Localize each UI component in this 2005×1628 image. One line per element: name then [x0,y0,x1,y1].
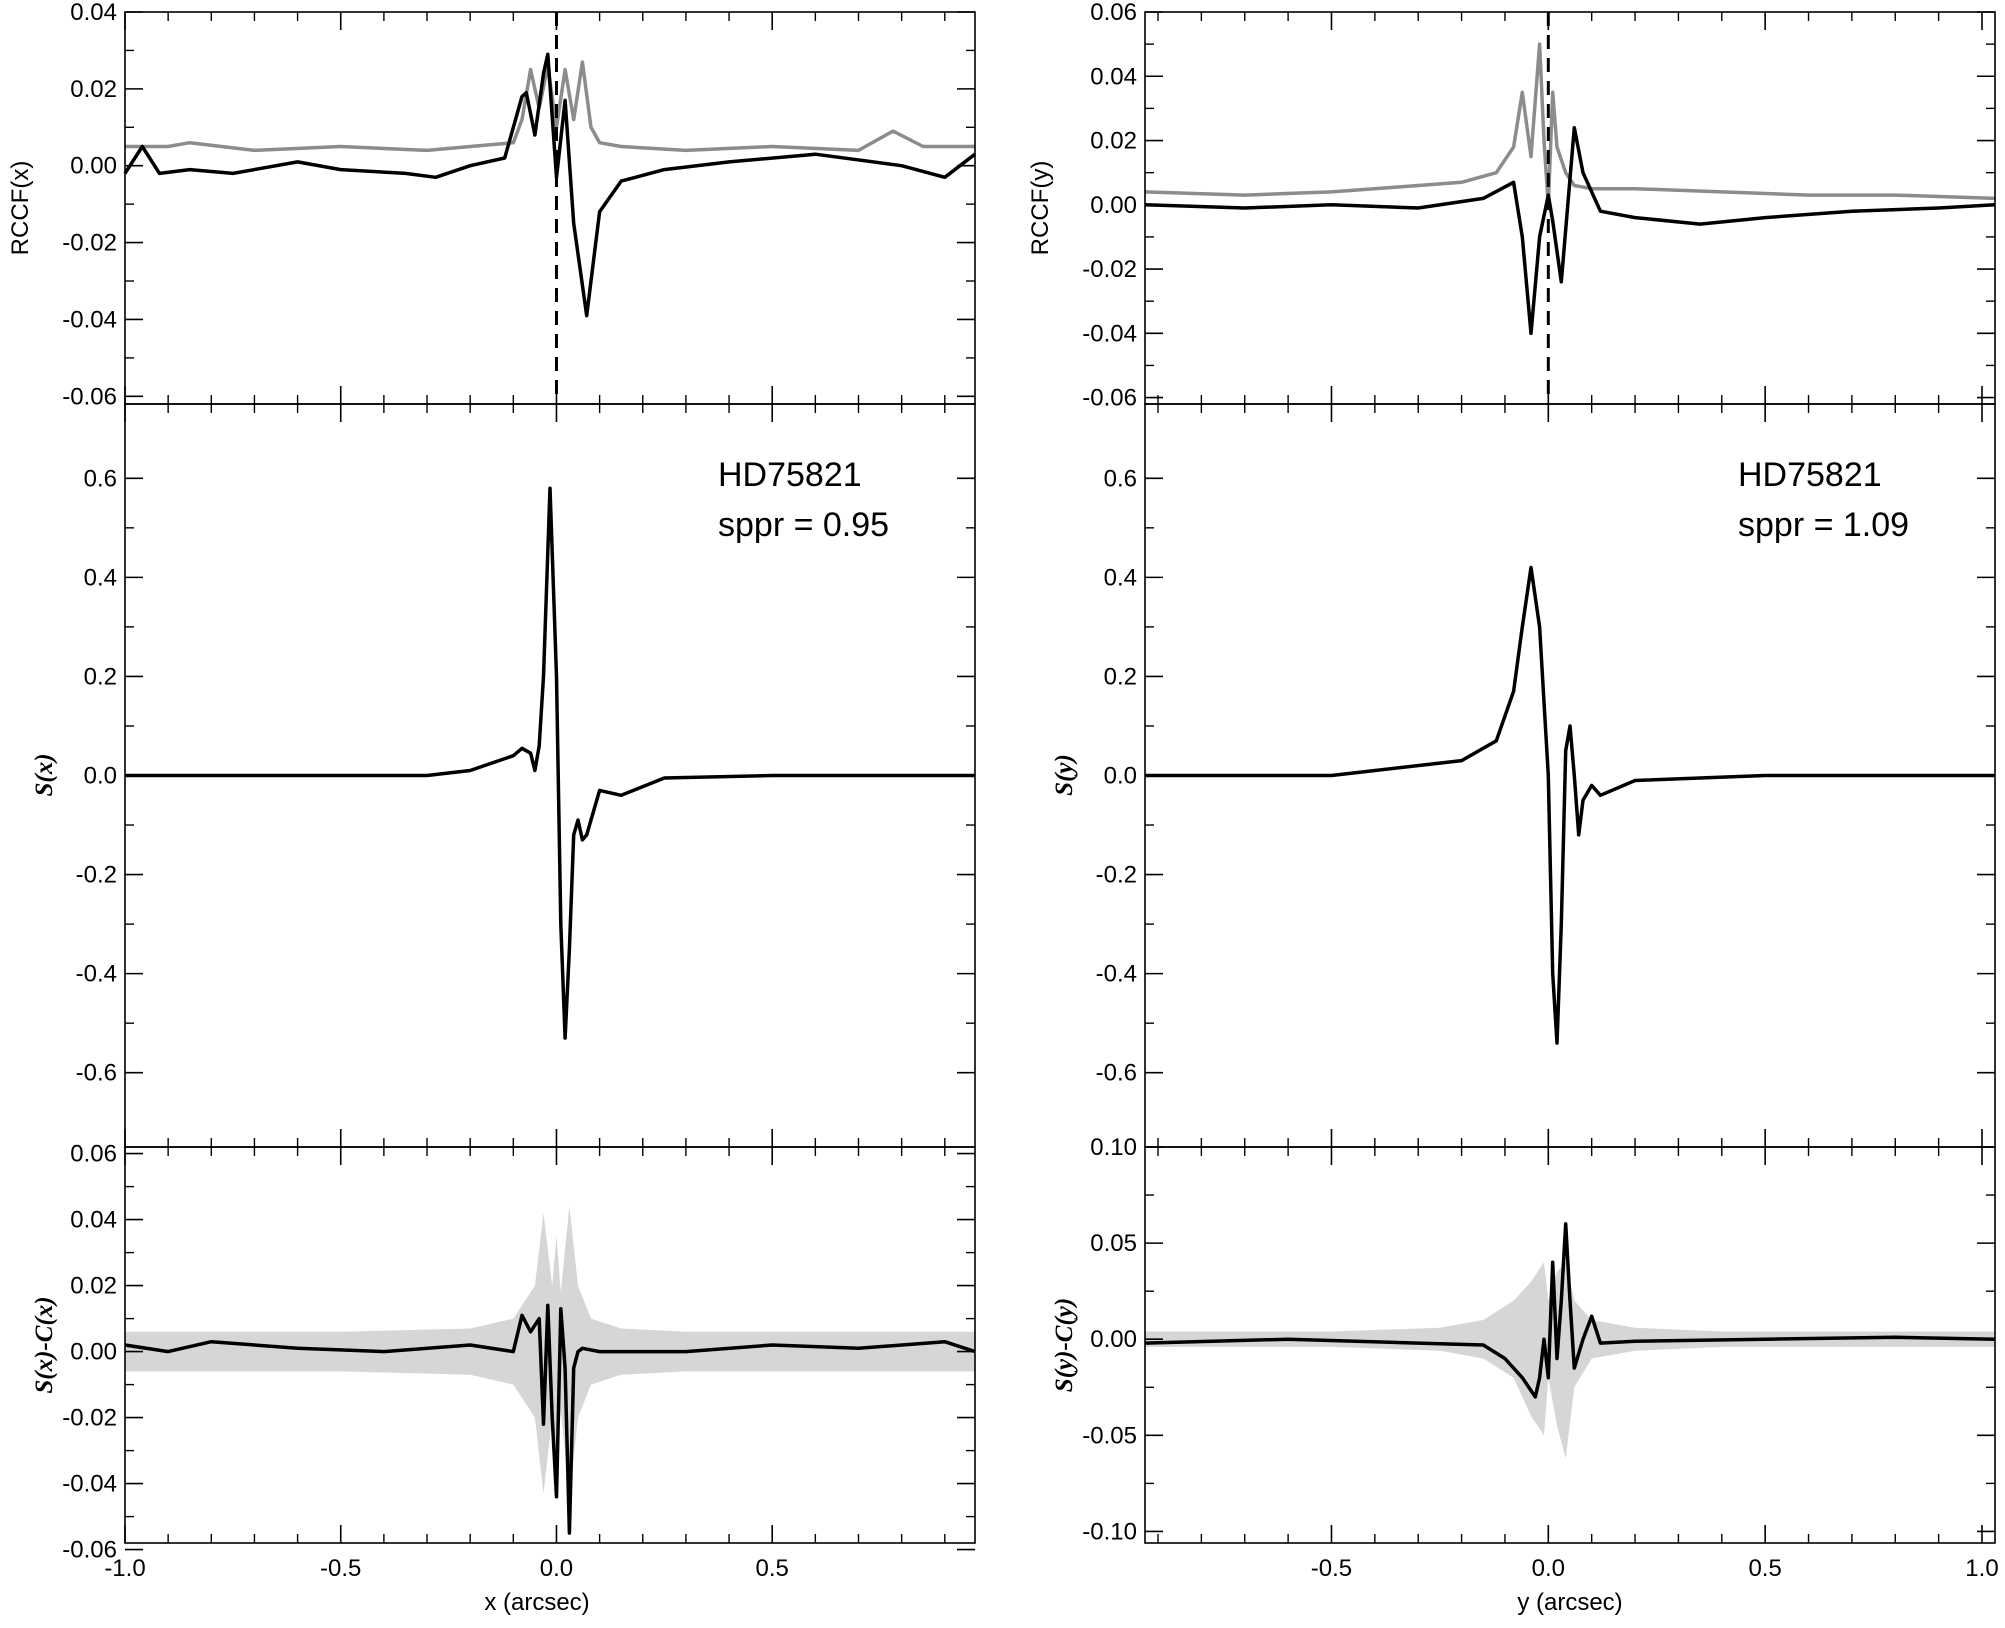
ytick-label: 0.4 [84,564,117,591]
ylabel-s-x: S(x) [31,753,58,796]
ytick-label: 0.02 [70,1273,117,1300]
ytick-label: -0.6 [76,1060,117,1087]
xtick-label: 0.0 [1532,1555,1565,1582]
ytick-label: 0.04 [70,1207,117,1234]
series-line-0 [1144,1222,1996,1399]
ytick-label: -0.2 [76,862,117,889]
ytick-label: -0.05 [1082,1422,1137,1449]
ytick-label: 0.00 [1090,1326,1137,1353]
panel-s-y: S(y) HD75821 sppr = 1.09 0.6 0.4 0.2 0.0 -0.… [1051,403,1996,1148]
ytick-label: 0.0 [84,763,117,790]
series-line-0 [124,1303,976,1535]
ytick-label: -0.2 [1096,862,1137,889]
ytick-label: 0.02 [70,76,117,103]
ylabel-rccf-x: RCCF(x) [7,161,34,256]
ytick-label: -0.4 [1096,961,1137,988]
panel-resid-x: S(x)-C(x) x (arcsec) 0.06 0.04 0.02 0.00 -0.… [31,1141,976,1616]
annotation-star-name: HD75821 [718,456,862,494]
xtick-label: -0.5 [1311,1555,1352,1582]
ytick-label: 0.4 [1104,564,1137,591]
ytick-label: 0.2 [1104,663,1137,690]
xtick-label: -1.0 [104,1555,145,1582]
ytick-label: -0.06 [1082,385,1137,412]
ytick-label: 0.02 [1090,128,1137,155]
series-line-1 [1144,125,1996,336]
annotation-star-name-y: HD75821 [1738,456,1882,494]
ytick-label: 0.6 [1104,465,1137,492]
xlabel-y: y (arcsec) [1517,1589,1622,1616]
ytick-label: -0.04 [62,1471,117,1498]
annotation-sppr-y: sppr = 1.09 [1738,506,1909,544]
panel-resid-y: S(y)-C(y) y (arcsec) 0.10 0.05 0.00 -0.05 -0… [1051,1134,1999,1616]
ytick-label: 0.06 [70,1141,117,1168]
ytick-label: 0.04 [1090,63,1137,90]
ytick-label: -0.02 [62,230,117,257]
series-line-0 [125,486,975,1040]
ytick-label: -0.04 [1082,320,1137,347]
ytick-label: 0.04 [70,0,117,26]
ytick-label: -0.02 [62,1405,117,1432]
series-line-0 [1145,565,1995,1045]
xtick-label: 1.0 [1965,1555,1998,1582]
ytick-label: -0.06 [62,1537,117,1564]
ytick-label: -0.4 [76,961,117,988]
series-line-1 [123,52,977,318]
uncertainty-band [1145,1262,1995,1459]
ytick-label: 0.0 [1104,763,1137,790]
ylabel-rccf-y: RCCF(y) [1027,161,1054,256]
ytick-label: -0.06 [62,383,117,410]
ytick-label: 0.00 [70,153,117,180]
ytick-label: 0.00 [1090,192,1137,219]
ytick-label: -0.04 [62,306,117,333]
series-line-0 [1144,42,1996,207]
xtick-label: 0.5 [756,1555,789,1582]
ytick-label: 0.06 [1090,0,1137,26]
xtick-label: 0.5 [1748,1555,1781,1582]
ytick-label: -0.10 [1082,1518,1137,1545]
ytick-label: -0.02 [1082,256,1137,283]
panel-rccf-x: RCCF(x) 0.04 0.02 0.00 -0.02 -0.04 -0.06 [7,0,977,410]
ylabel-s-y: S(y) [1051,754,1078,796]
xtick-label: -0.5 [320,1555,361,1582]
ytick-label: 0.10 [1090,1134,1137,1161]
ytick-label: 0.6 [84,465,117,492]
ylabel-resid-y: S(y)-C(y) [1051,1298,1078,1392]
ytick-label: -0.6 [1096,1060,1137,1087]
ytick-label: 0.00 [70,1339,117,1366]
xlabel-x: x (arcsec) [484,1589,589,1616]
panel-rccf-y: RCCF(y) 0.06 0.04 0.02 0.00 -0.02 -0.04 -0.06 [1027,0,1996,412]
xtick-label: 0.0 [540,1555,573,1582]
ytick-label: 0.2 [84,663,117,690]
ytick-label: 0.05 [1090,1230,1137,1257]
ylabel-resid-x: S(x)-C(x) [31,1296,58,1393]
annotation-sppr: sppr = 0.95 [718,506,889,544]
panel-s-x: S(x) HD75821 sppr = 0.95 0.6 0.4 0.2 0.0 -0.… [31,403,976,1148]
